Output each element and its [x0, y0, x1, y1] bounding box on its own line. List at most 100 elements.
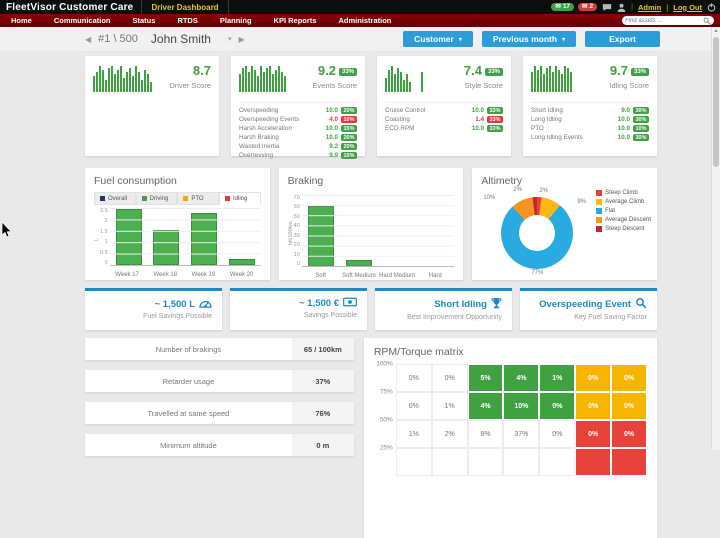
- metric-name: Overspeeding: [239, 107, 279, 114]
- scrollbar-thumb[interactable]: [713, 37, 719, 167]
- menu-item-administration[interactable]: Administration: [338, 16, 392, 25]
- scroll-up-icon[interactable]: ▲: [713, 28, 719, 34]
- donut-slice-label: 10%: [483, 195, 496, 201]
- driver-name-select[interactable]: John Smith: [150, 32, 211, 46]
- metric-row: Overspeeding Events 4.0 10%: [239, 115, 357, 124]
- fuel-tab-label: PTO: [191, 195, 204, 202]
- menu-item-status[interactable]: Status: [132, 16, 156, 25]
- matrix-cell: 1%: [431, 392, 468, 420]
- admin-link[interactable]: Admin: [637, 2, 662, 12]
- menu-item-rtds[interactable]: RTDS: [177, 16, 198, 25]
- y-tick: 10: [293, 251, 300, 258]
- kpi-value-text: Overspeeding Event: [539, 299, 631, 310]
- score-label: Events Score: [312, 81, 357, 90]
- legend-swatch: [596, 199, 603, 205]
- y-tick: 50: [293, 213, 300, 220]
- chevron-down-icon[interactable]: ▾: [227, 36, 232, 43]
- fuel-tab-label: Idling: [233, 195, 248, 202]
- matrix-y-tick: 75%: [379, 388, 393, 396]
- notification-badge[interactable]: ✉ 17: [551, 2, 575, 12]
- score-label: Style Score: [464, 81, 503, 90]
- search-input[interactable]: [625, 17, 703, 24]
- metric-value: 10.0: [325, 107, 338, 114]
- fuel-tab-pto[interactable]: PTO: [177, 192, 220, 205]
- legend-swatch: [596, 208, 603, 214]
- notification-badge[interactable]: ✉ 2: [578, 2, 598, 12]
- score-value: 9.2: [317, 63, 336, 78]
- logout-link[interactable]: Log Out: [673, 2, 702, 12]
- legend-label: Steep Climb: [605, 190, 638, 196]
- x-tick: Soft Medium: [342, 273, 376, 279]
- customer-dropdown[interactable]: Customer ▾: [403, 31, 473, 47]
- kpi-label: Best Improvement Opportunity: [407, 314, 502, 321]
- kpi-value: ~ 1,500 L: [91, 297, 212, 311]
- vertical-scrollbar[interactable]: ▲: [711, 27, 720, 450]
- score-card-driver-score: 8.7 Driver Score: [85, 56, 219, 156]
- score-value: 7.4: [463, 63, 482, 78]
- matrix-cell: [539, 448, 576, 476]
- tab-driver-dashboard[interactable]: Driver Dashboard: [141, 0, 229, 14]
- fuel-tab-label: Overall: [108, 195, 128, 202]
- matrix-cell: [503, 448, 540, 476]
- metric-weight-badge: 30%: [632, 107, 649, 114]
- score-card-events-score: 9.2 33% Events Score Overspeeding 10.0 20% Ove…: [231, 56, 365, 159]
- search-icon[interactable]: [703, 17, 711, 25]
- fuel-tab-driving[interactable]: Driving: [135, 192, 178, 205]
- panel-title: Altimetry: [481, 175, 523, 187]
- metric-name: Overspeeding Events: [239, 116, 300, 123]
- metric-weight-badge: 10%: [632, 125, 649, 132]
- legend-swatch: [141, 196, 147, 201]
- altimetry-donut-chart: 2% 9% 77% 10% 2%: [481, 187, 596, 277]
- next-driver-icon[interactable]: ▶: [238, 34, 245, 44]
- score-label: Idling Score: [609, 81, 649, 90]
- stat-value: 76%: [291, 402, 354, 424]
- export-button[interactable]: Export: [585, 31, 660, 47]
- metric-value: 1.4: [475, 116, 484, 123]
- menu-item-kpi-reports[interactable]: KPI Reports: [273, 16, 317, 25]
- app-brand: FleetVisor Customer Care: [6, 1, 134, 13]
- metric-value: 10.0: [617, 134, 630, 141]
- donut-slice-label: 2%: [539, 188, 548, 194]
- kpi-card-fuel-savings-possible: ~ 1,500 L Fuel Savings Possible: [85, 288, 222, 330]
- kpi-value: ~ 1,500 €: [236, 297, 357, 310]
- metric-row: Harsh Acceleration 10.0 15%: [239, 124, 357, 133]
- menu-item-communication[interactable]: Communication: [53, 16, 111, 25]
- x-tick: Week 18: [153, 272, 178, 278]
- previous-driver-icon[interactable]: ◀: [85, 34, 92, 44]
- kpi-value-text: ~ 1,500 €: [299, 298, 339, 309]
- matrix-cell: 0%: [395, 364, 432, 392]
- fuel-tab-overall[interactable]: Overall: [94, 192, 136, 205]
- table-row: Minimum altitude 0 m: [85, 434, 354, 456]
- y-tick: 60: [293, 204, 300, 211]
- score-value: 9.7: [609, 63, 628, 78]
- score-label: Driver Score: [169, 81, 211, 90]
- metric-value: 10.0: [471, 107, 484, 114]
- stat-label: Retarder usage: [162, 376, 215, 386]
- menu-item-planning[interactable]: Planning: [219, 16, 252, 25]
- user-icon[interactable]: [617, 3, 626, 12]
- legend-item: Average Climb: [596, 199, 651, 205]
- y-axis-label: hit/100km: [287, 221, 294, 245]
- fuel-tab-idling[interactable]: Idling: [219, 192, 261, 205]
- legend-swatch: [225, 196, 231, 201]
- badge-count: 17: [562, 2, 571, 10]
- x-tick: Week 20: [229, 272, 254, 278]
- metric-value: 9.9: [329, 152, 338, 159]
- menu-item-home[interactable]: Home: [11, 16, 32, 25]
- score-metrics: Short Idling 9.0 30% Long Idling 10.0 30% PTO 1…: [531, 102, 649, 142]
- chat-bubble-icon[interactable]: [602, 3, 612, 12]
- power-icon[interactable]: [707, 2, 716, 12]
- period-dropdown[interactable]: Previous month ▾: [481, 31, 577, 47]
- matrix-cell: 1%: [395, 420, 432, 448]
- matrix-cell: 10%: [503, 392, 540, 420]
- braking-panel: Braking hit/100km 70 60 50 40 30 20 10 0 Soft So…: [278, 168, 464, 280]
- x-tick: Soft: [315, 273, 327, 279]
- metric-value: 9.2: [329, 143, 338, 150]
- score-weight-badge: 33%: [630, 68, 649, 76]
- score-card-style-score: 7.4 33% Style Score Cruise Control 10.0 33% Co…: [377, 56, 511, 156]
- table-row: Retarder usage 37%: [85, 370, 354, 392]
- metric-row: Wasted Inertia 9.2 20%: [239, 142, 357, 151]
- metric-name: ECO RPM: [385, 125, 415, 132]
- matrix-cell: 0%: [575, 392, 612, 420]
- matrix-cell: 0%: [395, 392, 432, 420]
